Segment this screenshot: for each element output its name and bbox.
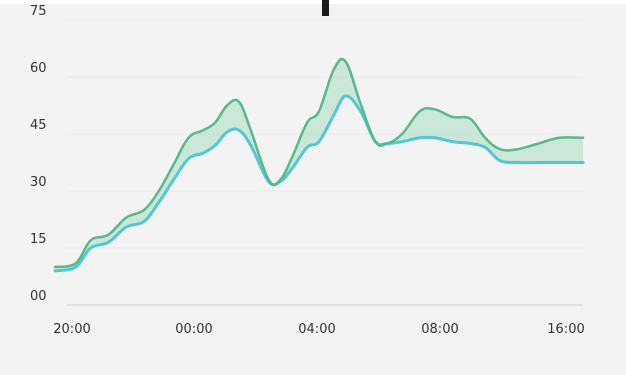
x-axis-ticks: 20:00 00:00 04:00 08:00 16:00: [53, 322, 584, 337]
y-tick-label: 15: [30, 232, 47, 247]
x-tick-label: 20:00: [53, 322, 90, 337]
x-tick-label: 16:00: [547, 322, 584, 337]
x-tick-label: 04:00: [298, 322, 335, 337]
y-tick-label: 75: [30, 4, 47, 19]
x-tick-label: 08:00: [421, 322, 458, 337]
range-band: [55, 59, 583, 271]
y-tick-label: 60: [30, 61, 47, 76]
y-axis-ticks: 00 15 30 45 60 75: [30, 4, 47, 304]
x-tick-label: 00:00: [175, 322, 212, 337]
y-tick-label: 45: [30, 118, 47, 133]
y-tick-label: 30: [30, 175, 47, 190]
band-layer: [55, 59, 583, 271]
line-layer: [55, 59, 583, 271]
y-tick-label: 00: [30, 289, 47, 304]
